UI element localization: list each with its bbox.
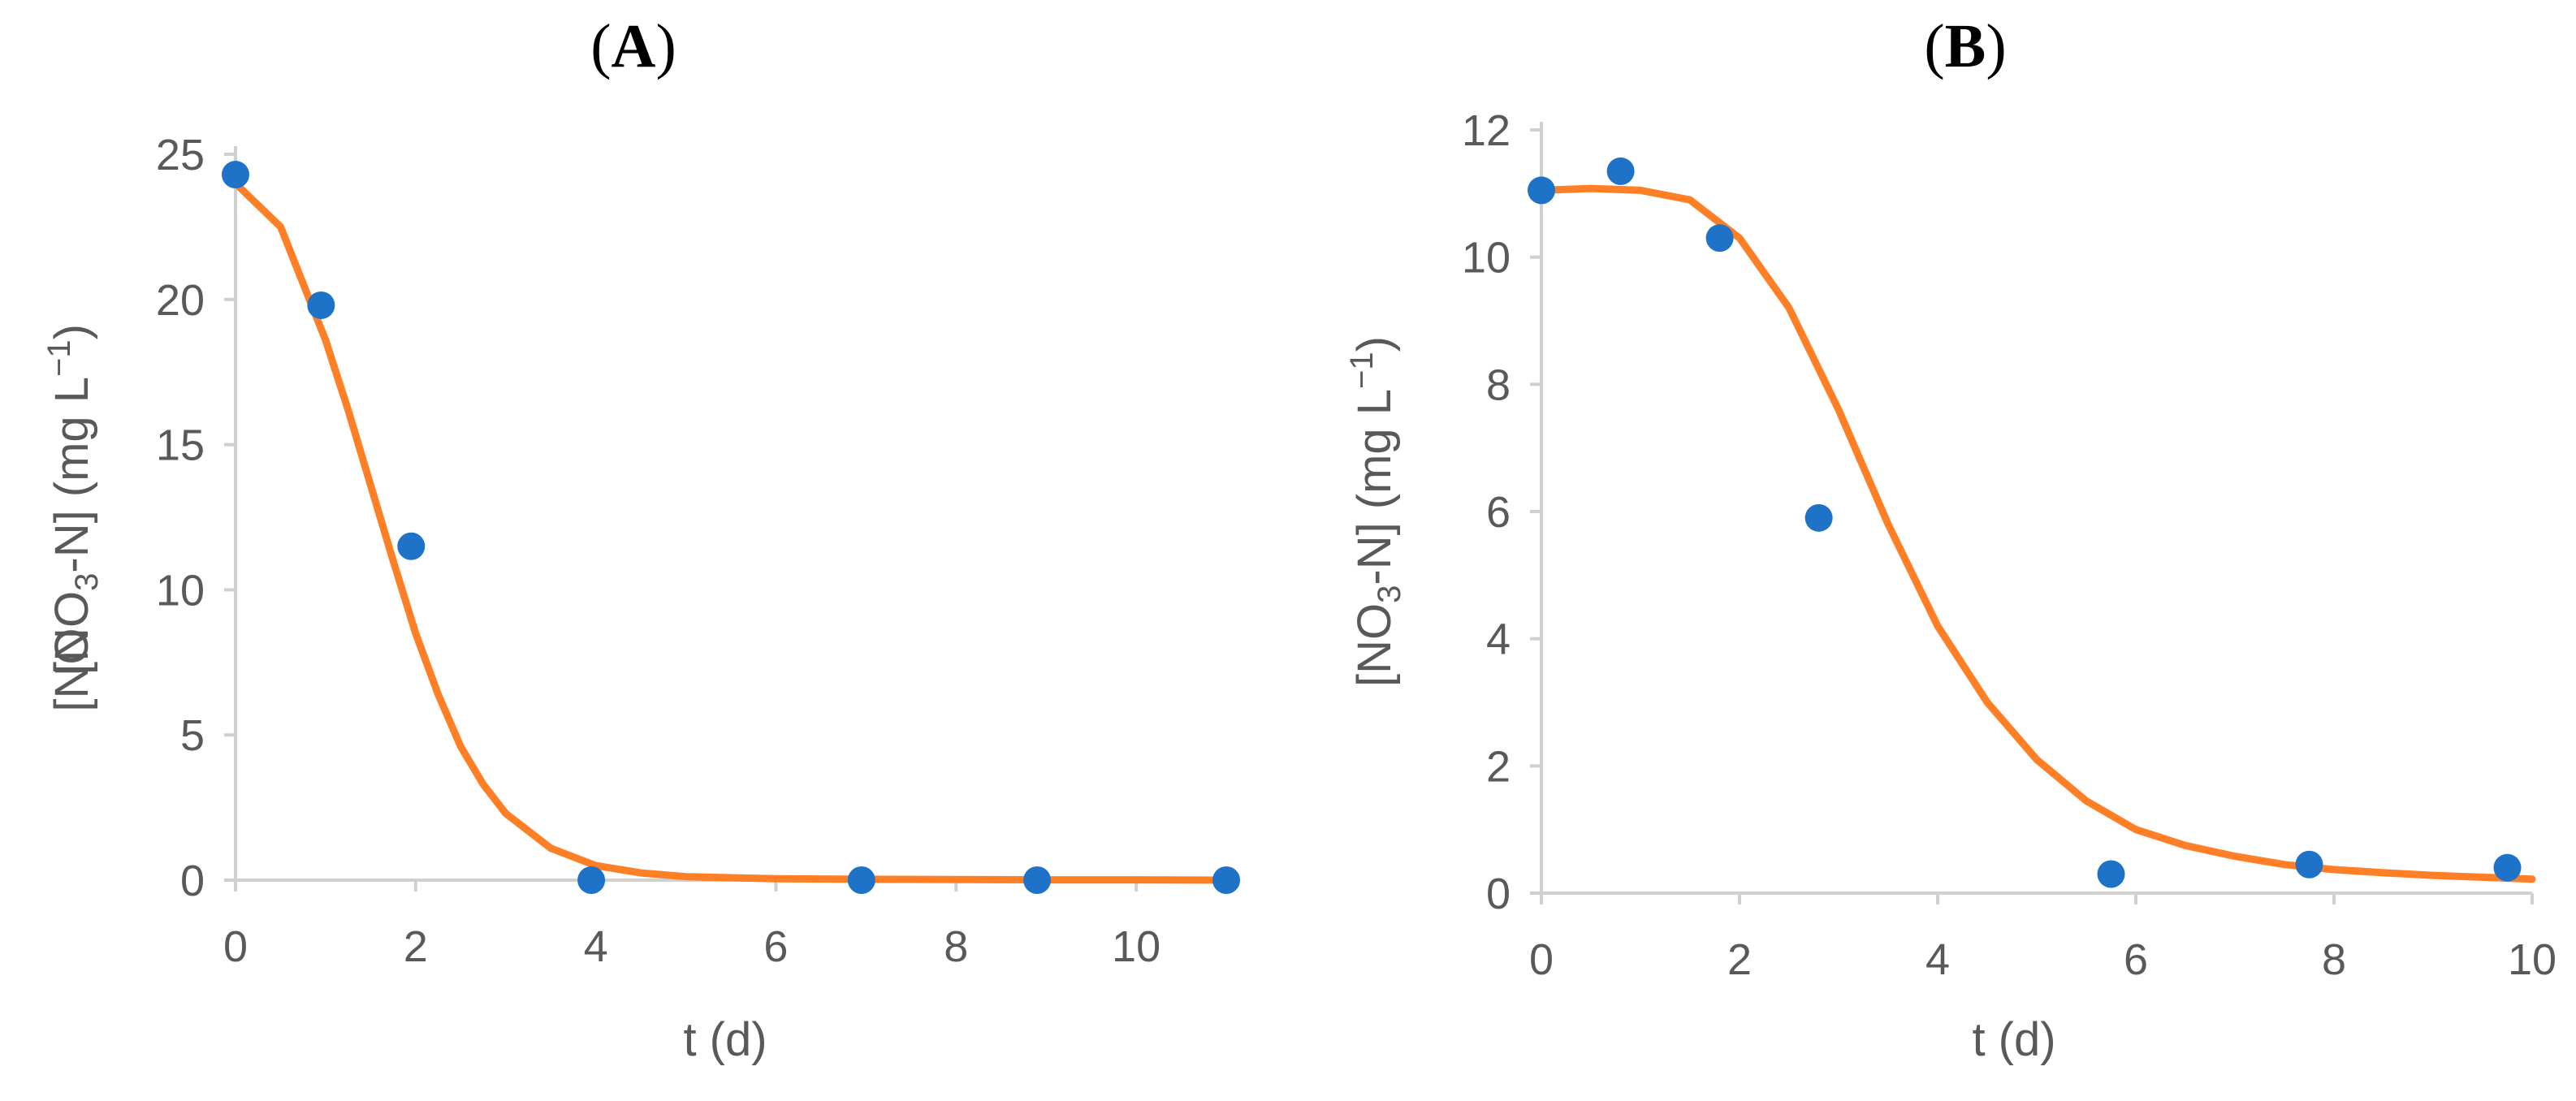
y-tick-label: 4 [1486, 615, 1511, 664]
data-points-b [1528, 157, 2522, 888]
x-tick-label: 6 [763, 922, 788, 971]
y-tick-label: 25 [156, 131, 205, 179]
x-tick-label: 0 [223, 922, 248, 971]
y-tick-label: 5 [180, 711, 205, 760]
y-tick-label: 20 [156, 276, 205, 325]
y-tick-label: 12 [1462, 106, 1511, 155]
fit-curve-b [1537, 184, 2536, 883]
y-tick-label: 8 [1486, 361, 1511, 409]
data-point [1528, 176, 1555, 205]
data-point [307, 291, 335, 319]
panel-label-a: (A) [590, 12, 676, 80]
x-tick-label: 2 [404, 922, 428, 971]
data-point [2097, 860, 2125, 888]
fit-curve-a [231, 179, 1230, 884]
y-tick-label: 0 [180, 857, 205, 905]
data-point [2493, 853, 2522, 882]
y-tick-label: 2 [1486, 742, 1511, 791]
fit-curve-line [231, 179, 1230, 884]
y-axis-label-a: [NO3-N] (mg L−1) [41, 324, 105, 675]
tick-labels-a: 0 5 10 15 20 25 0 2 4 6 8 10 [156, 131, 1160, 971]
x-tick-label: 6 [2124, 935, 2148, 984]
data-point [222, 161, 249, 189]
data-point [847, 866, 875, 894]
x-tick-label: 4 [1926, 935, 1950, 984]
x-tick-label: 4 [584, 922, 608, 971]
x-axis-label-b: t (d) [1972, 1013, 2055, 1066]
x-tick-label: 8 [2322, 935, 2346, 984]
x-tick-label: 10 [1112, 922, 1160, 971]
x-tick-label: 10 [2508, 935, 2557, 984]
axes-b [1530, 122, 2534, 905]
panel-label-b: (B) [1924, 12, 2006, 80]
y-tick-label: 6 [1486, 488, 1511, 537]
data-point [1023, 866, 1052, 894]
data-point [2295, 850, 2323, 879]
axes-a [224, 146, 1226, 892]
x-tick-label: 0 [1529, 935, 1554, 984]
data-point [577, 866, 606, 894]
data-point [397, 532, 426, 560]
y-tick-label: 10 [1462, 234, 1511, 283]
tick-labels-b: 0 2 4 6 8 10 12 0 2 4 6 8 10 [1462, 106, 2557, 984]
y-axis-label-a-overlap: [NO [45, 628, 98, 711]
y-tick-label: 10 [156, 566, 205, 615]
data-point [1705, 224, 1734, 253]
x-tick-label: 2 [1727, 935, 1752, 984]
data-points-a [222, 161, 1240, 894]
data-point [1212, 866, 1240, 894]
chart-panel-a: (A) 0 5 10 15 20 25 0 2 4 6 8 10 t (d) [NO3-N] (mg … [41, 12, 1240, 1066]
data-point [1804, 503, 1833, 532]
x-tick-label: 8 [944, 922, 968, 971]
y-tick-label: 0 [1486, 870, 1511, 918]
chart-panel-b: (B) 0 2 4 6 8 10 12 0 2 4 6 8 10 t (d) [NO3-N] (mg L… [1344, 12, 2557, 1066]
x-axis-label-a: t (d) [683, 1013, 767, 1066]
y-tick-label: 15 [156, 421, 205, 470]
y-axis-label-b: [NO3-N] (mg L−1) [1344, 336, 1407, 687]
data-point [1606, 157, 1635, 185]
fit-curve-line [1537, 184, 2536, 883]
